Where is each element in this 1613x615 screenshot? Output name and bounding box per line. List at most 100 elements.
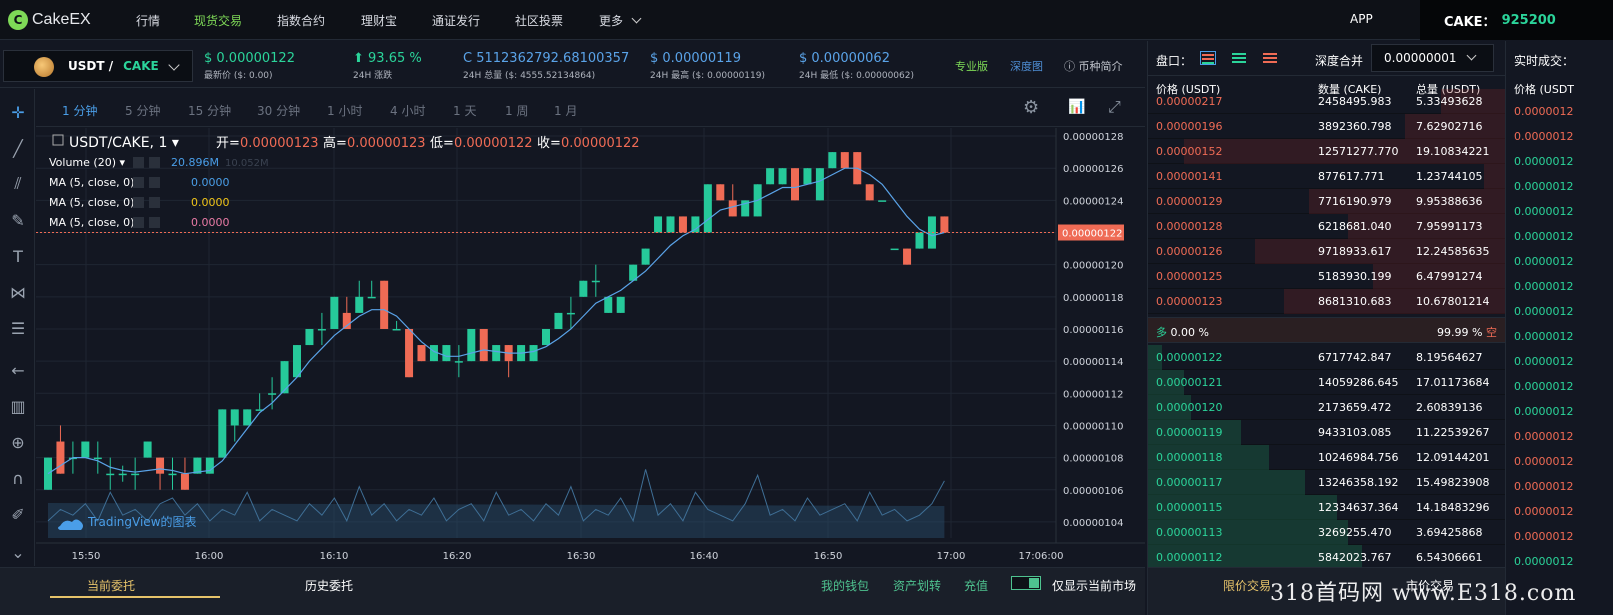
- candle-body: [355, 296, 364, 313]
- interval-1mo[interactable]: 1 月: [554, 104, 578, 118]
- candle-body: [93, 457, 102, 460]
- bid-row[interactable]: 0.00000121 14059286.645 17.01173684: [1148, 370, 1505, 395]
- nav-item-more[interactable]: 更多: [599, 12, 642, 29]
- trade-row: 0.0000012: [1514, 280, 1574, 293]
- nav-item-spot[interactable]: 现货交易: [194, 14, 243, 28]
- collapse-icon[interactable]: ⌄: [11, 542, 25, 562]
- crosshair-icon[interactable]: ✛: [11, 102, 25, 122]
- ask-row[interactable]: 0.00000217 2458495.983 5.33493628: [1148, 89, 1505, 114]
- zoom-icon[interactable]: ⊕: [11, 432, 25, 452]
- tab-market-trade[interactable]: 市价交易: [1406, 579, 1455, 593]
- nav-item-token-issue[interactable]: 通证发行: [432, 14, 481, 28]
- interval-1w[interactable]: 1 周: [505, 104, 529, 118]
- book-both-icon[interactable]: [1200, 51, 1216, 65]
- volume-ma-area: [48, 503, 945, 538]
- depth-merge-select[interactable]: 0.00000001: [1371, 44, 1494, 72]
- candle-body: [940, 216, 949, 233]
- depth-bar: [1405, 114, 1505, 139]
- trend-line-icon[interactable]: ╱: [13, 138, 23, 158]
- fullscreen-icon[interactable]: ⤢: [1108, 97, 1121, 116]
- book-bids-icon[interactable]: [1231, 51, 1247, 65]
- ask-row[interactable]: 0.00000196 3892360.798 7.62902716: [1148, 114, 1505, 139]
- deposit-link[interactable]: 充值: [964, 579, 989, 593]
- bid-row[interactable]: 0.00000117 13246358.192 15.49823908: [1148, 470, 1505, 495]
- ohlc-c_label: 收=: [537, 136, 561, 151]
- candle-body: [467, 328, 476, 362]
- app-link[interactable]: APP: [1350, 12, 1373, 26]
- fib-tool-icon[interactable]: ⫽: [14, 174, 22, 193]
- asset-transfer-link[interactable]: 资产划转: [893, 579, 942, 593]
- tab-history-orders[interactable]: 历史委托: [305, 579, 354, 593]
- bid-row[interactable]: 0.00000118 10246984.756 12.09144201: [1148, 445, 1505, 470]
- bid-amount: 10246984.756: [1318, 451, 1399, 464]
- forecast-icon[interactable]: ▥: [10, 396, 26, 416]
- price-chart[interactable]: 0.00000128 0.00000126 0.00000124 0.00000122…: [36, 128, 1145, 566]
- buy-ratio-label: 多: [1156, 326, 1167, 339]
- settings-gear-icon[interactable]: ⚙: [1023, 97, 1040, 118]
- interval-1m[interactable]: 1 分钟: [62, 104, 98, 118]
- interval-1d[interactable]: 1 天: [453, 104, 477, 118]
- bid-row[interactable]: 0.00000112 5842023.767 6.54306661: [1148, 545, 1505, 570]
- indicators-icon[interactable]: 📊: [1068, 99, 1086, 115]
- bid-row[interactable]: 0.00000113 3269255.470 3.69425868: [1148, 520, 1505, 545]
- x-tick-label: 15:50: [72, 551, 101, 562]
- candle-body: [778, 168, 787, 185]
- ask-row[interactable]: 0.00000128 6218681.040 7.95991173: [1148, 214, 1505, 239]
- ohlc-c: 0.00000122: [561, 136, 640, 151]
- text-tool-icon[interactable]: T: [13, 246, 23, 266]
- ask-row[interactable]: 0.00000123 8681310.683 10.67801214: [1148, 289, 1505, 314]
- only-current-market-toggle[interactable]: [1011, 576, 1041, 590]
- bid-row[interactable]: 0.00000120 2173659.472 2.60839136: [1148, 395, 1505, 420]
- pair-selector[interactable]: USDT / CAKE: [3, 50, 193, 82]
- pattern-icon[interactable]: ⋈: [10, 282, 26, 302]
- candle-body: [604, 296, 613, 313]
- sell-ratio: 99.99 % 空: [1437, 324, 1497, 340]
- ask-price: 0.00000129: [1156, 195, 1223, 208]
- nav-item-index-contract[interactable]: 指数合约: [277, 14, 326, 28]
- interval-4h[interactable]: 4 小时: [390, 104, 426, 118]
- indicator-settings-icon: [133, 217, 144, 228]
- nav-item-market[interactable]: 行情: [136, 14, 161, 28]
- tab-limit-trade[interactable]: 限价交易: [1223, 579, 1272, 593]
- candle-body: [878, 200, 887, 202]
- candle-body: [791, 168, 799, 201]
- brush-icon[interactable]: ✎: [11, 210, 25, 230]
- bid-row[interactable]: 0.00000115 12334637.364 14.18483296: [1148, 495, 1505, 520]
- ask-total: 9.95388636: [1416, 195, 1483, 208]
- nav-item-community-vote[interactable]: 社区投票: [515, 14, 564, 28]
- y-tick-label: 0.00000104: [1063, 518, 1123, 529]
- measure-icon[interactable]: ☰: [10, 318, 26, 338]
- trade-row: 0.0000012: [1514, 330, 1574, 343]
- candle-body: [454, 361, 463, 363]
- chart-canvas[interactable]: 0.00000128 0.00000126 0.00000124 0.00000122…: [36, 128, 1145, 566]
- nav-item-wealth[interactable]: 理财宝: [361, 14, 398, 28]
- coin-intro-link[interactable]: ⓘ 币种简介: [1064, 58, 1123, 74]
- ask-row[interactable]: 0.00000141 877617.771 1.23744105: [1148, 164, 1505, 189]
- arrow-left-icon[interactable]: ←: [11, 360, 25, 380]
- tab-current-orders[interactable]: 当前委托: [87, 579, 136, 593]
- interval-15m[interactable]: 15 分钟: [188, 104, 232, 118]
- ask-total: 10.67801214: [1416, 295, 1490, 308]
- ask-row[interactable]: 0.00000126 9718933.617 12.24585635: [1148, 239, 1505, 264]
- pro-version-link[interactable]: 专业版: [955, 60, 988, 73]
- ask-total: 7.62902716: [1416, 120, 1483, 133]
- interval-5m[interactable]: 5 分钟: [125, 104, 161, 118]
- bid-price: 0.00000112: [1156, 551, 1223, 564]
- orders-bar: 当前委托 历史委托 我的钱包 资产划转 充值 仅显示当前市场: [0, 567, 1145, 615]
- bid-row[interactable]: 0.00000119 9433103.085 11.22539267: [1148, 420, 1505, 445]
- lock-drawing-icon[interactable]: ✐: [11, 504, 25, 524]
- book-asks-icon[interactable]: [1262, 51, 1278, 65]
- logo[interactable]: C CakeEX: [8, 9, 91, 31]
- my-wallet-link[interactable]: 我的钱包: [821, 579, 870, 593]
- volume-line: [47, 469, 945, 523]
- interval-30m[interactable]: 30 分钟: [257, 104, 301, 118]
- magnet-icon[interactable]: ∩: [12, 468, 24, 488]
- ask-row[interactable]: 0.00000129 7716190.979 9.95388636: [1148, 189, 1505, 214]
- ask-row[interactable]: 0.00000152 12571277.770 19.10834221: [1148, 139, 1505, 164]
- interval-1h[interactable]: 1 小时: [327, 104, 363, 118]
- buy-ratio-value: 0.00: [1170, 326, 1196, 339]
- ask-row[interactable]: 0.00000125 5183930.199 6.47991274: [1148, 264, 1505, 289]
- bid-row[interactable]: 0.00000122 6717742.847 8.19564627: [1148, 345, 1505, 370]
- depth-chart-link[interactable]: 深度图: [1010, 60, 1043, 73]
- depth-bar: [1148, 470, 1306, 495]
